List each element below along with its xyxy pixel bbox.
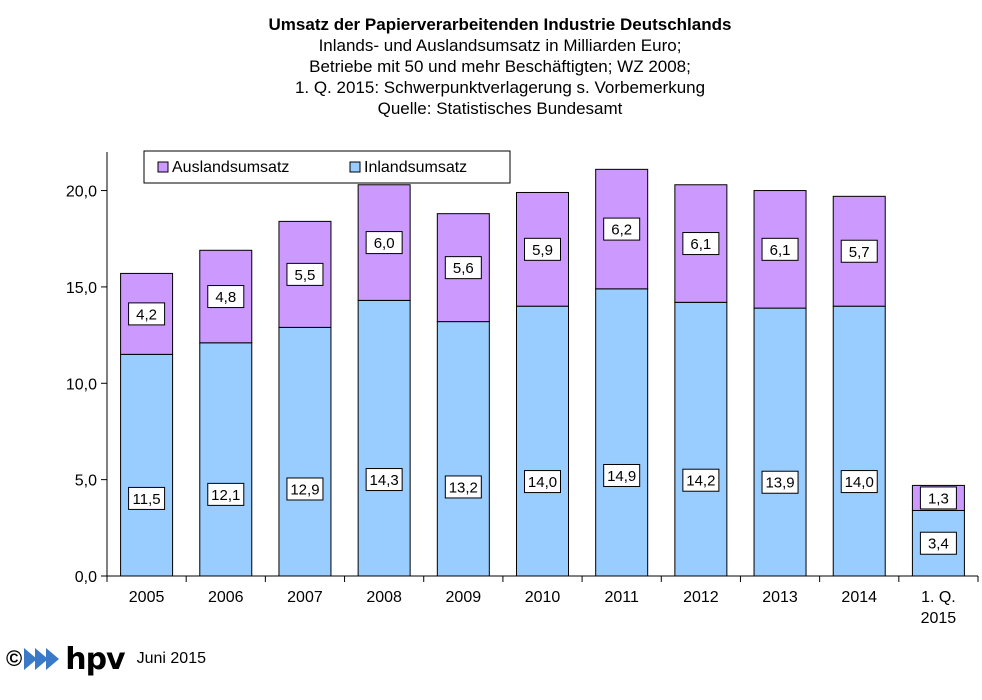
bar-inlandsumsatz [278, 326, 332, 577]
data-label-auslandsumsatz: 5,7 [849, 244, 870, 261]
bar-inlandsumsatz [832, 305, 886, 577]
footer: © hpv Juni 2015 [6, 641, 206, 677]
x-tick-label: 2011 [604, 589, 639, 606]
legend-label-auslandsumsatz: Auslandsumsatz [172, 159, 289, 176]
data-label-inlandsumsatz: 14,0 [845, 474, 874, 491]
data-label-auslandsumsatz-box [919, 486, 957, 510]
legend-swatch-inlandsumsatz [349, 161, 361, 173]
data-label-auslandsumsatz-box [365, 231, 403, 255]
data-label-auslandsumsatz-box [603, 217, 641, 241]
data-label-inlandsumsatz: 14,2 [686, 473, 715, 490]
x-tick-label: 2008 [366, 589, 402, 606]
stacked-bar-chart: 0,0 5,0 10,0 15,0 20,0 11,5 4,2 2005 12,1 4,8 2006… [66, 150, 979, 627]
data-label-inlandsumsatz-box [444, 475, 482, 499]
data-label-auslandsumsatz: 6,1 [770, 242, 791, 259]
data-label-auslandsumsatz: 5,9 [532, 242, 553, 259]
legend-swatch-auslandsumsatz [157, 161, 169, 173]
bar-inlandsumsatz [199, 342, 253, 577]
data-label-auslandsumsatz-box [524, 237, 561, 261]
data-label-inlandsumsatz: 12,1 [211, 487, 240, 504]
chart-subtitle-line-2: Betriebe mit 50 und mehr Beschäftigten; … [309, 57, 691, 76]
hpv-logo-arrows-icon [24, 648, 60, 670]
x-tick-label: 2006 [208, 589, 244, 606]
chart-titles: Umsatz der Papierverarbeitenden Industri… [0, 14, 982, 119]
data-label-inlandsumsatz-box [919, 531, 957, 555]
data-label-auslandsumsatz-box [840, 239, 878, 263]
data-label-inlandsumsatz-box [524, 470, 561, 494]
chart-title: Umsatz der Papierverarbeitenden Industri… [268, 15, 732, 34]
data-label-inlandsumsatz-box [682, 468, 720, 492]
y-tick-label: 10,0 [66, 376, 97, 393]
bar-inlandsumsatz [436, 321, 490, 577]
x-tick-label: 2015 [921, 610, 957, 627]
brand-name: hpv [65, 641, 125, 677]
data-label-auslandsumsatz: 6,1 [690, 236, 711, 253]
x-tick-label: 2005 [129, 589, 165, 606]
data-label-inlandsumsatz: 13,9 [765, 475, 794, 492]
data-label-inlandsumsatz: 14,3 [370, 472, 399, 489]
footer-date: Juni 2015 [136, 650, 206, 667]
y-tick-label: 0,0 [75, 569, 97, 586]
chart-subtitle-line-3: 1. Q. 2015: Schwerpunktverlagerung s. Vo… [294, 78, 706, 97]
data-label-inlandsumsatz-box [286, 477, 324, 501]
data-label-auslandsumsatz-box [761, 237, 799, 261]
data-label-auslandsumsatz-box [682, 232, 720, 256]
data-label-inlandsumsatz-box [365, 468, 403, 492]
data-label-inlandsumsatz-box [128, 486, 166, 510]
data-label-inlandsumsatz: 14,9 [607, 468, 636, 485]
y-tick-label: 20,0 [66, 184, 97, 201]
bar-inlandsumsatz [357, 299, 411, 577]
data-label-auslandsumsatz: 4,2 [136, 306, 157, 323]
data-label-auslandsumsatz-box [286, 262, 324, 286]
data-label-auslandsumsatz: 4,8 [215, 289, 236, 306]
bar-inlandsumsatz [120, 353, 174, 577]
data-label-auslandsumsatz: 5,6 [453, 260, 474, 277]
data-label-inlandsumsatz-box [761, 470, 799, 494]
copyright-symbol: © [6, 646, 23, 671]
bar-inlandsumsatz [753, 307, 807, 577]
data-label-auslandsumsatz: 6,0 [374, 235, 395, 252]
x-tick-label: 2010 [525, 589, 561, 606]
data-label-auslandsumsatz-box [128, 302, 166, 326]
data-label-inlandsumsatz: 12,9 [290, 481, 319, 498]
bar-inlandsumsatz [595, 288, 649, 577]
data-label-auslandsumsatz: 6,2 [611, 222, 632, 239]
data-label-inlandsumsatz-box [840, 470, 878, 494]
x-tick-label: 2013 [762, 589, 798, 606]
chart-subtitle-line-4: Quelle: Statistisches Bundesamt [377, 99, 623, 118]
data-label-inlandsumsatz: 3,4 [928, 536, 949, 553]
x-tick-label: 1. Q. [921, 589, 956, 606]
x-tick-label: 2009 [446, 589, 482, 606]
data-label-inlandsumsatz-box [207, 482, 245, 506]
data-label-auslandsumsatz-box [444, 256, 482, 280]
y-tick-label: 5,0 [75, 473, 97, 490]
chart-subtitle-line-1: Inlands- und Auslandsumsatz in Milliarde… [318, 36, 682, 55]
legend-box [143, 150, 511, 184]
data-label-inlandsumsatz-box [603, 463, 641, 487]
data-label-auslandsumsatz-box [207, 285, 245, 309]
x-tick-label: 2012 [683, 589, 719, 606]
legend-label-inlandsumsatz: Inlandsumsatz [364, 159, 467, 176]
data-label-inlandsumsatz: 11,5 [133, 491, 161, 508]
data-label-inlandsumsatz: 13,2 [449, 479, 478, 496]
data-label-inlandsumsatz: 14,0 [528, 474, 557, 491]
data-label-auslandsumsatz: 1,3 [928, 490, 949, 507]
x-tick-label: 2014 [841, 589, 877, 606]
x-tick-label: 2007 [287, 589, 323, 606]
data-label-auslandsumsatz: 5,5 [295, 267, 316, 284]
bar-inlandsumsatz [674, 301, 728, 577]
y-tick-label: 15,0 [66, 280, 97, 297]
bar-inlandsumsatz [516, 305, 569, 577]
